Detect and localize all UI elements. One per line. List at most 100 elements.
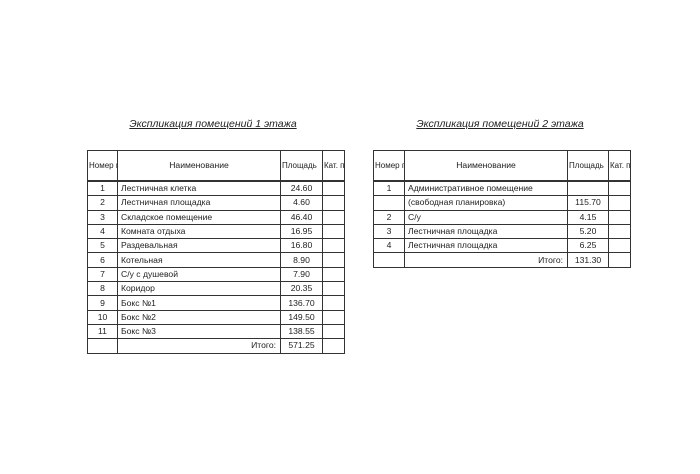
table-row: 1 Лестничная клетка 24.60 xyxy=(87,180,345,197)
room-category xyxy=(322,223,345,240)
room-category xyxy=(608,209,631,225)
room-name: Административное помещение xyxy=(404,180,568,197)
room-name: Бокс №2 xyxy=(117,309,281,325)
room-number: 3 xyxy=(373,223,405,240)
room-area: 46.40 xyxy=(280,209,323,225)
room-number: 5 xyxy=(87,238,118,254)
room-category xyxy=(322,209,345,225)
room-area: 16.95 xyxy=(280,223,323,240)
room-number: 4 xyxy=(373,238,405,254)
room-name: Котельная xyxy=(117,252,281,268)
room-area: 149.50 xyxy=(280,309,323,325)
room-category xyxy=(322,281,345,297)
room-number: 10 xyxy=(87,309,118,325)
table-row: 2 С/у 4.15 xyxy=(373,209,631,225)
room-name: Бокс №1 xyxy=(117,295,281,311)
header-number: Номер помещ. xyxy=(373,150,405,182)
room-area: 20.35 xyxy=(280,281,323,297)
room-number xyxy=(373,195,405,211)
total-label: Итого: xyxy=(117,338,281,354)
room-area: 4.60 xyxy=(280,195,323,211)
total-label: Итого: xyxy=(404,252,568,268)
room-area: 5.20 xyxy=(567,223,609,240)
room-category xyxy=(608,238,631,254)
room-number: 2 xyxy=(87,195,118,211)
room-number: 9 xyxy=(87,295,118,311)
room-category xyxy=(322,195,345,211)
header-name: Наименование xyxy=(117,150,281,182)
table-row: 8 Коридор 20.35 xyxy=(87,281,345,297)
room-area: 4.15 xyxy=(567,209,609,225)
table-row: 5 Раздевальная 16.80 xyxy=(87,238,345,254)
table-row: 1 Административное помещение xyxy=(373,180,631,197)
room-name: Лестничная площадка xyxy=(117,195,281,211)
room-number: 6 xyxy=(87,252,118,268)
room-category xyxy=(322,238,345,254)
table-row: 6 Котельная 8.90 xyxy=(87,252,345,268)
room-area: 115.70 xyxy=(567,195,609,211)
room-number: 1 xyxy=(87,180,118,197)
total-row: Итого: 571.25 xyxy=(87,338,345,354)
total-value: 131.30 xyxy=(567,252,609,268)
table-row: 7 С/у с душевой 7.90 xyxy=(87,266,345,283)
room-area: 16.80 xyxy=(280,238,323,254)
room-name: Складское помещение xyxy=(117,209,281,225)
room-number: 4 xyxy=(87,223,118,240)
table-row: 4 Лестничная площадка 6.25 xyxy=(373,238,631,254)
table-row: 9 Бокс №1 136.70 xyxy=(87,295,345,311)
room-area: 136.70 xyxy=(280,295,323,311)
table-row: 2 Лестничная площадка 4.60 xyxy=(87,195,345,211)
room-area xyxy=(567,180,609,197)
room-name: Комната отдыха xyxy=(117,223,281,240)
total-value: 571.25 xyxy=(280,338,323,354)
table-row: 11 Бокс №3 138.55 xyxy=(87,323,345,340)
header-category: Кат. пом. xyxy=(322,150,345,182)
total-category-empty xyxy=(322,338,345,354)
room-category xyxy=(322,266,345,283)
header-area: Площадь xyxy=(280,150,323,182)
header-category: Кат. пом. xyxy=(608,150,631,182)
room-category xyxy=(322,180,345,197)
room-name: Лестничная клетка xyxy=(117,180,281,197)
total-category-empty xyxy=(608,252,631,268)
room-area: 6.25 xyxy=(567,238,609,254)
room-number: 3 xyxy=(87,209,118,225)
table-row: (свободная планировка) 115.70 xyxy=(373,195,631,211)
room-name: С/у xyxy=(404,209,568,225)
room-area: 8.90 xyxy=(280,252,323,268)
room-category xyxy=(608,223,631,240)
header-area: Площадь xyxy=(567,150,609,182)
room-number: 2 xyxy=(373,209,405,225)
table-row: 3 Лестничная площадка 5.20 xyxy=(373,223,631,240)
room-name: С/у с душевой xyxy=(117,266,281,283)
total-row: Итого: 131.30 xyxy=(373,252,631,268)
header-name: Наименование xyxy=(404,150,568,182)
room-category xyxy=(322,323,345,340)
room-name: Коридор xyxy=(117,281,281,297)
room-number: 1 xyxy=(373,180,405,197)
table-row: 4 Комната отдыха 16.95 xyxy=(87,223,345,240)
room-category xyxy=(608,180,631,197)
room-category xyxy=(322,309,345,325)
room-area: 7.90 xyxy=(280,266,323,283)
floor2-title: Экспликация помещений 2 этажа xyxy=(416,118,584,130)
room-number: 8 xyxy=(87,281,118,297)
room-number: 7 xyxy=(87,266,118,283)
room-name: Лестничная площадка xyxy=(404,238,568,254)
room-number: 11 xyxy=(87,323,118,340)
room-category xyxy=(608,195,631,211)
room-category xyxy=(322,295,345,311)
room-name: Бокс №3 xyxy=(117,323,281,340)
room-name: (свободная планировка) xyxy=(404,195,568,211)
room-area: 24.60 xyxy=(280,180,323,197)
room-category xyxy=(322,252,345,268)
header-number: Номер помещ. xyxy=(87,150,118,182)
room-area: 138.55 xyxy=(280,323,323,340)
floor1-title: Экспликация помещений 1 этажа xyxy=(129,118,297,130)
table-row: 3 Складское помещение 46.40 xyxy=(87,209,345,225)
total-number-empty xyxy=(373,252,405,268)
